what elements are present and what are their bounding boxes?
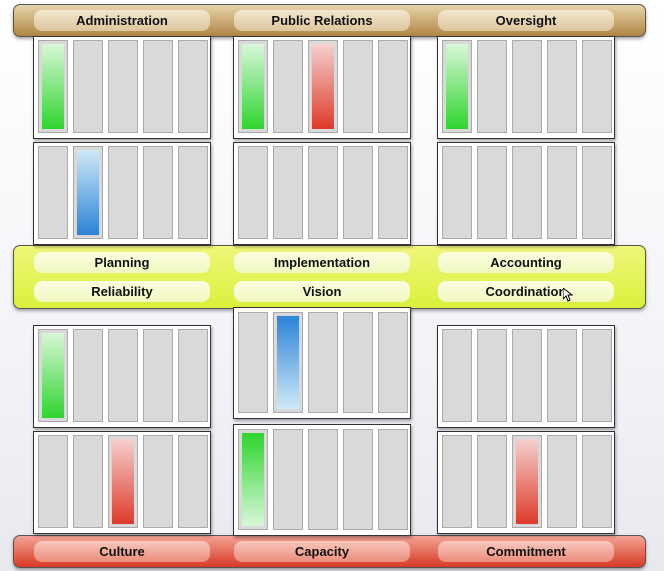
slot-2[interactable] — [73, 329, 103, 422]
slot-1[interactable] — [238, 40, 268, 133]
category-reliability[interactable]: Reliability — [34, 281, 210, 302]
slot-3[interactable] — [512, 146, 542, 239]
slot-1[interactable] — [442, 435, 472, 528]
slot-5[interactable] — [378, 312, 408, 413]
panel-oversight-1 — [437, 36, 615, 139]
slot-5[interactable] — [178, 435, 208, 528]
slot-5[interactable] — [582, 435, 612, 528]
slot-2[interactable] — [273, 429, 303, 530]
category-implementation[interactable]: Implementation — [234, 252, 410, 273]
panel-commitment-2 — [437, 431, 615, 534]
slot-3[interactable] — [308, 146, 338, 239]
slot-1[interactable] — [238, 312, 268, 413]
slot-1[interactable] — [38, 329, 68, 422]
slot-3[interactable] — [512, 40, 542, 133]
slot-2[interactable] — [477, 146, 507, 239]
red-fill-bar — [312, 44, 334, 129]
green-fill-bar — [446, 44, 468, 129]
red-fill-bar — [112, 439, 134, 524]
slot-2[interactable] — [73, 40, 103, 133]
slot-5[interactable] — [582, 146, 612, 239]
slot-3[interactable] — [108, 329, 138, 422]
slot-1[interactable] — [238, 429, 268, 530]
blue-fill-bar — [277, 316, 299, 409]
category-planning[interactable]: Planning — [34, 252, 210, 273]
panel-public-relations-2 — [233, 142, 411, 245]
slot-4[interactable] — [343, 429, 373, 530]
slot-4[interactable] — [547, 435, 577, 528]
panel-commitment-1 — [437, 325, 615, 428]
middle-category-band: Planning Implementation Accounting Relia… — [13, 245, 646, 309]
slot-5[interactable] — [378, 146, 408, 239]
blue-fill-bar — [77, 150, 99, 235]
panel-administration-2 — [33, 142, 211, 245]
slot-2[interactable] — [477, 329, 507, 422]
slot-1[interactable] — [238, 146, 268, 239]
slot-4[interactable] — [547, 329, 577, 422]
slot-1[interactable] — [442, 40, 472, 133]
slot-3[interactable] — [108, 146, 138, 239]
slot-4[interactable] — [143, 40, 173, 133]
panel-capacity-2 — [233, 424, 411, 536]
slot-5[interactable] — [178, 146, 208, 239]
slot-4[interactable] — [143, 146, 173, 239]
slot-3[interactable] — [108, 40, 138, 133]
slot-3[interactable] — [512, 329, 542, 422]
green-fill-bar — [42, 44, 64, 129]
slot-5[interactable] — [178, 40, 208, 133]
panel-culture-1 — [33, 325, 211, 428]
slot-1[interactable] — [442, 146, 472, 239]
category-coordination[interactable]: Coordination — [438, 281, 614, 302]
category-capacity[interactable]: Capacity — [234, 541, 410, 562]
slot-2[interactable] — [273, 146, 303, 239]
category-vision[interactable]: Vision — [234, 281, 410, 302]
slot-2[interactable] — [73, 146, 103, 239]
slot-3[interactable] — [308, 429, 338, 530]
slot-5[interactable] — [378, 40, 408, 133]
panel-administration-1 — [33, 36, 211, 139]
panel-oversight-2 — [437, 142, 615, 245]
panel-capacity-1 — [233, 307, 411, 419]
slot-1[interactable] — [442, 329, 472, 422]
slot-4[interactable] — [343, 146, 373, 239]
slot-2[interactable] — [477, 435, 507, 528]
red-fill-bar — [516, 439, 538, 524]
category-public-relations[interactable]: Public Relations — [234, 10, 410, 31]
slot-3[interactable] — [308, 40, 338, 133]
slot-3[interactable] — [308, 312, 338, 413]
green-fill-bar — [242, 44, 264, 129]
slot-4[interactable] — [547, 146, 577, 239]
slot-4[interactable] — [143, 329, 173, 422]
category-oversight[interactable]: Oversight — [438, 10, 614, 31]
panel-culture-2 — [33, 431, 211, 534]
slot-2[interactable] — [273, 312, 303, 413]
slot-5[interactable] — [178, 329, 208, 422]
category-commitment[interactable]: Commitment — [438, 541, 614, 562]
category-administration[interactable]: Administration — [34, 10, 210, 31]
slot-3[interactable] — [512, 435, 542, 528]
panel-public-relations-1 — [233, 36, 411, 139]
bottom-category-band: Culture Capacity Commitment — [13, 535, 646, 568]
slot-4[interactable] — [547, 40, 577, 133]
slot-2[interactable] — [73, 435, 103, 528]
slot-5[interactable] — [582, 40, 612, 133]
green-fill-bar — [42, 333, 64, 418]
green-fill-bar — [242, 433, 264, 526]
slot-4[interactable] — [343, 312, 373, 413]
slot-4[interactable] — [343, 40, 373, 133]
category-culture[interactable]: Culture — [34, 541, 210, 562]
slot-1[interactable] — [38, 146, 68, 239]
slot-5[interactable] — [378, 429, 408, 530]
category-accounting[interactable]: Accounting — [438, 252, 614, 273]
slot-1[interactable] — [38, 435, 68, 528]
slot-3[interactable] — [108, 435, 138, 528]
top-category-band: Administration Public Relations Oversigh… — [13, 4, 646, 37]
slot-2[interactable] — [273, 40, 303, 133]
slot-2[interactable] — [477, 40, 507, 133]
slot-4[interactable] — [143, 435, 173, 528]
slot-1[interactable] — [38, 40, 68, 133]
slot-5[interactable] — [582, 329, 612, 422]
mouse-cursor-icon — [563, 288, 573, 302]
